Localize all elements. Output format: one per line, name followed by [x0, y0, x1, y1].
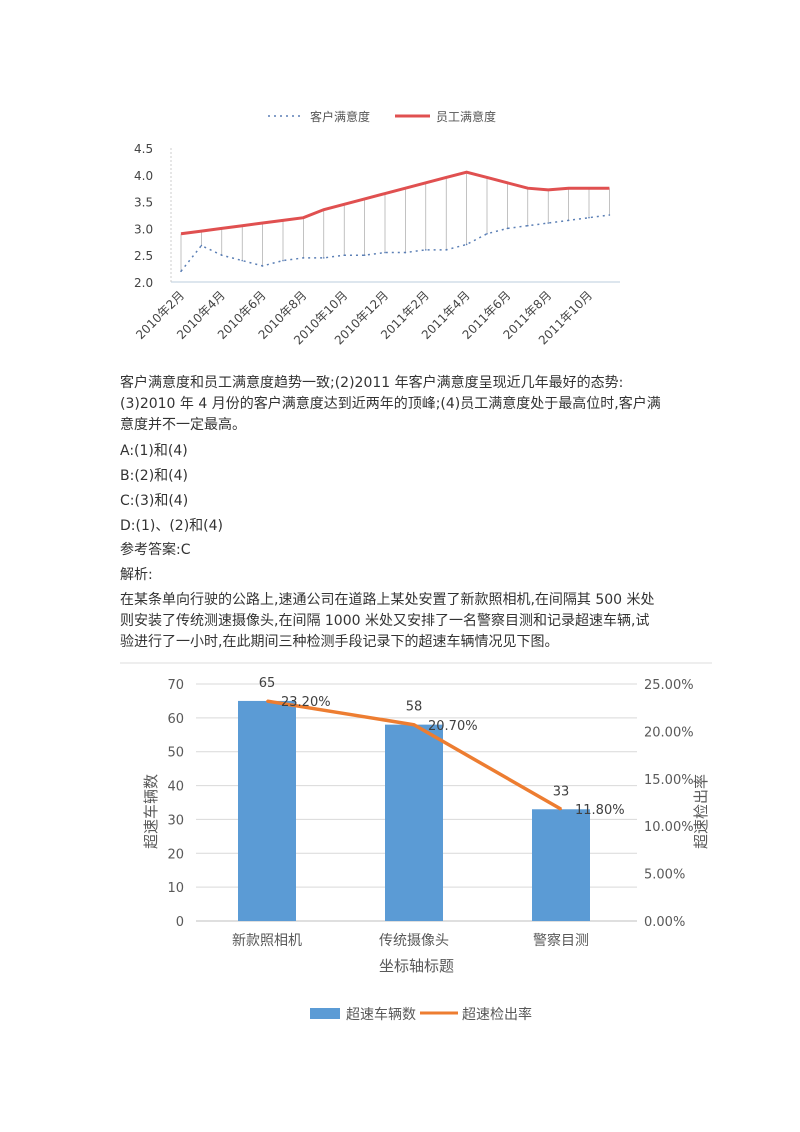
data-point	[527, 224, 529, 227]
rate-data-label: 20.70%	[428, 719, 478, 734]
question-text-line-3: 意度并不一定最高。	[120, 417, 246, 433]
speeding-bar-chart: 0 10 20 30 40 50 60 70 0.00% 5.00% 10.00% 15.00% 20.…	[120, 662, 712, 1023]
bar-data-label: 58	[406, 700, 423, 715]
y-tick-label: 50	[167, 746, 184, 761]
y-tick-label: 4.0	[134, 169, 153, 183]
y-tick-label: 4.5	[134, 142, 153, 156]
y2-axis-title: 超速检出率	[692, 774, 710, 849]
bar-data-label: 33	[553, 784, 570, 799]
data-point	[200, 244, 203, 247]
option-d: D:(1)、(2)和(4)	[120, 518, 223, 534]
y2-tick-label: 5.00%	[644, 868, 685, 883]
data-point	[404, 251, 407, 254]
x-tick-label: 警察目测	[533, 932, 589, 949]
data-point	[445, 249, 448, 251]
bar	[385, 724, 443, 921]
y-tick-label: 3.0	[134, 222, 153, 236]
y-tick-label: 40	[167, 780, 184, 795]
data-point	[180, 270, 182, 273]
data-point	[282, 259, 284, 262]
y2-tick-label: 25.00%	[644, 678, 694, 693]
rate-data-label: 11.80%	[575, 803, 625, 818]
analysis-label: 解析:	[120, 567, 153, 583]
data-point	[567, 219, 570, 222]
bar	[238, 700, 296, 921]
rate-point	[560, 808, 562, 811]
y-axis-title: 超速车辆数	[142, 774, 160, 849]
rate-point	[413, 723, 415, 726]
data-point	[241, 259, 243, 262]
x-axis-title: 坐标轴标题	[379, 957, 454, 975]
data-point	[608, 214, 611, 216]
data-point	[221, 254, 223, 256]
bar-data-label: 65	[259, 676, 276, 691]
y-tick-label: 70	[167, 678, 184, 693]
data-point	[547, 222, 549, 224]
y2-tick-label: 15.00%	[644, 773, 694, 788]
data-point	[588, 216, 590, 219]
data-point	[363, 254, 366, 256]
x-tick-label: 传统摄像头	[379, 933, 449, 949]
series-line-customer	[180, 214, 610, 272]
satisfaction-line-chart: 客户满意度 员工满意度2.02.53.03.54.04.52010年2月2010年…	[133, 109, 620, 347]
option-c: C:(3)和(4)	[120, 493, 189, 509]
data-point	[343, 254, 345, 256]
y-tick-label: 20	[167, 847, 184, 862]
y-tick-label: 2.0	[134, 276, 153, 290]
y2-tick-label: 10.00%	[644, 820, 694, 835]
question-text-line-2: (3)2010 年 4 月份的客户满意度达到近两年的顶峰;(4)员工满意度处于最…	[120, 396, 661, 412]
data-point	[323, 257, 325, 259]
y2-tick-label: 20.00%	[644, 725, 694, 740]
y-tick-label: 60	[167, 712, 184, 727]
y2-tick-label: 0.00%	[644, 915, 685, 930]
data-point	[506, 227, 509, 230]
data-point	[384, 251, 386, 254]
y-tick-label: 0	[176, 915, 184, 930]
legend-label-staff: 员工满意度	[436, 109, 496, 124]
bar	[532, 809, 590, 921]
reference-answer: 参考答案:C	[120, 542, 191, 558]
rate-point	[266, 700, 268, 703]
legend-label-bar: 超速车辆数	[346, 1006, 416, 1023]
data-point	[465, 243, 468, 246]
question-text-line-1: 客户满意度和员工满意度趋势一致;(2)2011 年客户满意度呈现近几年最好的态势…	[120, 375, 624, 391]
data-point	[425, 249, 427, 251]
legend-swatch-bar	[310, 1008, 340, 1019]
rate-data-label: 23.20%	[281, 695, 331, 710]
paragraph-line-2: 则安装了传统测速摄像头,在间隔 1000 米处又安排了一名警察目测和记录超速车辆…	[120, 613, 650, 629]
paragraph-line-3: 验进行了一小时,在此期间三种检测手段记录下的超速车辆情况见下图。	[120, 634, 559, 650]
data-point	[302, 257, 305, 259]
y-tick-label: 2.5	[134, 249, 153, 263]
option-a: A:(1)和(4)	[120, 443, 188, 459]
y-tick-label: 3.5	[134, 196, 153, 210]
y-tick-label: 30	[167, 813, 184, 828]
paragraph-line-1: 在某条单向行驶的公路上,速通公司在道路上某处安置了新款照相机,在间隔其 500 …	[120, 592, 655, 608]
y-tick-label: 10	[167, 881, 184, 896]
series-line-staff	[180, 170, 610, 236]
legend-label-customer: 客户满意度	[310, 109, 370, 124]
option-b: B:(2)和(4)	[120, 468, 188, 484]
data-point	[486, 232, 488, 235]
x-tick-label: 新款照相机	[232, 933, 302, 949]
data-point	[261, 265, 264, 267]
legend-label-line: 超速检出率	[462, 1006, 532, 1023]
